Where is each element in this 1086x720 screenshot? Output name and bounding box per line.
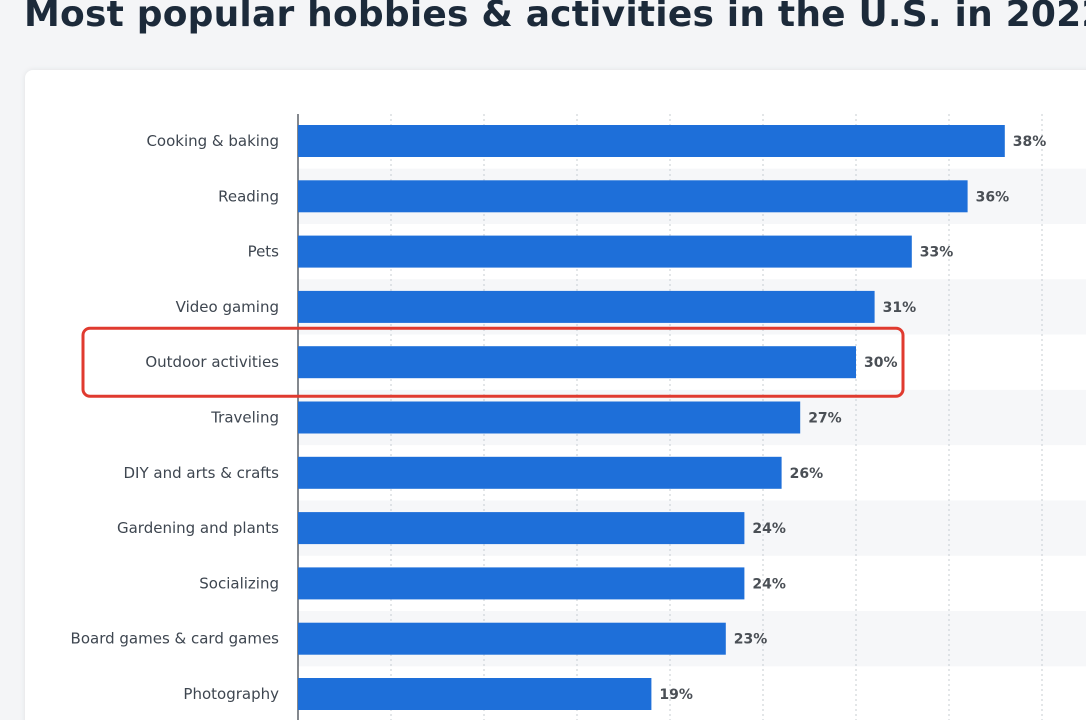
- category-label-traveling: Traveling: [210, 409, 279, 427]
- category-label-board-games-and-card-games: Board games & card games: [71, 630, 280, 648]
- value-label-cooking-and-baking: 38%: [1013, 134, 1047, 150]
- page-title: Most popular hobbies & activities in the…: [24, 0, 1086, 35]
- category-label-socializing: Socializing: [199, 574, 279, 592]
- bar-reading: [298, 180, 968, 213]
- bar-gardening-and-plants: [298, 512, 745, 545]
- value-label-gardening-and-plants: 24%: [752, 521, 786, 537]
- value-label-reading: 36%: [976, 189, 1010, 205]
- bar-diy-and-arts-and-crafts: [298, 456, 782, 489]
- category-label-gardening-and-plants: Gardening and plants: [117, 519, 279, 537]
- value-label-board-games-and-card-games: 23%: [734, 632, 768, 648]
- value-label-photography: 19%: [659, 687, 693, 703]
- bar-video-gaming: [298, 290, 875, 323]
- category-label-diy-and-arts-and-crafts: DIY and arts & crafts: [123, 464, 279, 482]
- bar-pets: [298, 235, 912, 268]
- category-label-outdoor-activities: Outdoor activities: [145, 353, 279, 371]
- bar-socializing: [298, 567, 745, 600]
- value-label-diy-and-arts-and-crafts: 26%: [790, 466, 824, 482]
- bar-outdoor-activities: [298, 346, 856, 379]
- category-labels: Cooking & baking Reading Pets Video gaming O…: [71, 132, 280, 703]
- value-label-socializing: 24%: [752, 576, 786, 592]
- chart-card: Cooking & baking Reading Pets Video gaming O…: [25, 70, 1086, 720]
- category-label-cooking-and-baking: Cooking & baking: [146, 132, 279, 150]
- bars: [298, 125, 1005, 710]
- bar-traveling: [298, 401, 801, 434]
- category-label-photography: Photography: [183, 685, 279, 703]
- category-label-pets: Pets: [248, 243, 280, 261]
- highlight-box: [81, 326, 905, 398]
- bar-chart: Cooking & baking Reading Pets Video gaming O…: [71, 114, 1086, 720]
- category-label-reading: Reading: [218, 187, 279, 205]
- value-label-video-gaming: 31%: [883, 300, 917, 316]
- value-label-traveling: 27%: [808, 411, 842, 427]
- category-label-video-gaming: Video gaming: [176, 298, 279, 316]
- value-label-outdoor-activities: 30%: [864, 355, 898, 371]
- bar-board-games-and-card-games: [298, 622, 726, 655]
- bar-photography: [298, 678, 652, 710]
- bar-cooking-and-baking: [298, 125, 1005, 157]
- value-label-pets: 33%: [920, 245, 954, 261]
- value-labels: 38% 36% 33% 31% 30% 27% 26% 24% 24% 23% 19%: [659, 134, 1046, 703]
